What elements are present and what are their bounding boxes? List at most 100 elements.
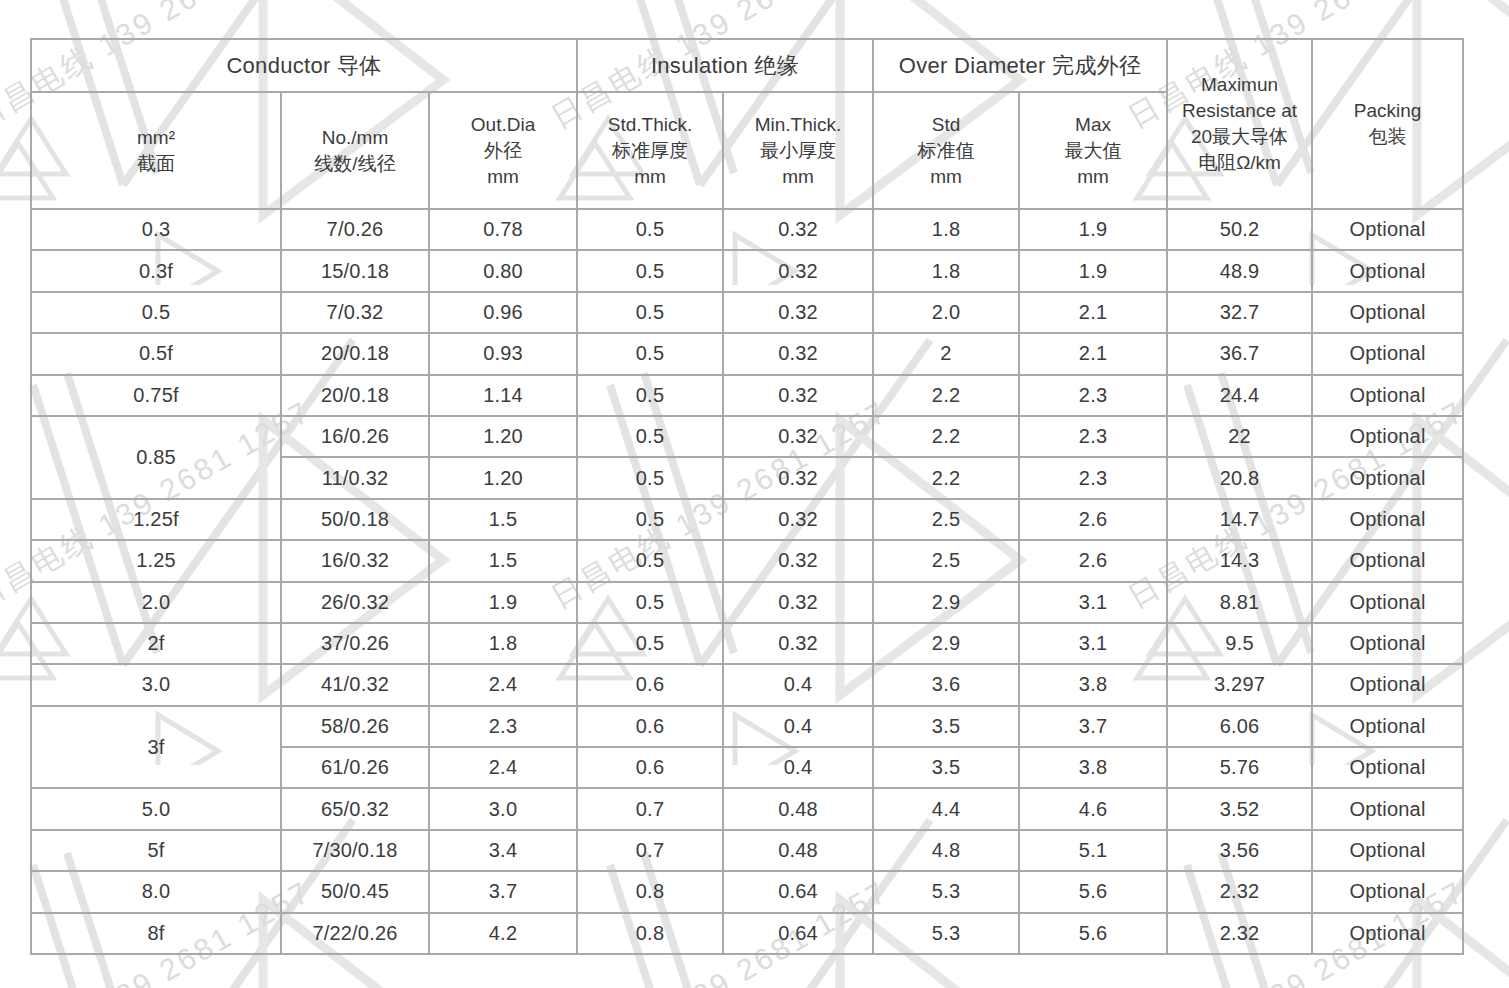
table-cell: 3.5 (873, 706, 1019, 747)
table-cell: 65/0.32 (281, 788, 429, 829)
table-cell: Optional (1312, 375, 1463, 416)
cell-size-mm2: 0.3 (31, 209, 281, 250)
table-cell: 0.4 (723, 664, 873, 705)
table-cell: 0.32 (723, 582, 873, 623)
table-cell: 2 (873, 333, 1019, 374)
table-cell: Optional (1312, 582, 1463, 623)
table-cell: Optional (1312, 913, 1463, 954)
table-cell: Optional (1312, 499, 1463, 540)
table-row: 5f7/30/0.183.40.70.484.85.13.56Optional (31, 830, 1463, 871)
table-row: 5.065/0.323.00.70.484.44.63.52Optional (31, 788, 1463, 829)
table-cell: 5.3 (873, 913, 1019, 954)
table-cell: 4.6 (1019, 788, 1167, 829)
table-cell: 5.3 (873, 871, 1019, 912)
table-cell: 1.20 (429, 416, 577, 457)
table-cell: 5.76 (1167, 747, 1312, 788)
table-cell: 7/30/0.18 (281, 830, 429, 871)
table-cell: 3.1 (1019, 623, 1167, 664)
table-cell: 11/0.32 (281, 457, 429, 498)
table-cell: 61/0.26 (281, 747, 429, 788)
cell-size-mm2: 0.3f (31, 250, 281, 291)
table-cell: 2.9 (873, 623, 1019, 664)
table-cell: 0.5 (577, 499, 723, 540)
table-cell: 0.32 (723, 623, 873, 664)
table-cell: 2.6 (1019, 540, 1167, 581)
table-cell: 0.5 (577, 209, 723, 250)
table-cell: 36.7 (1167, 333, 1312, 374)
cell-size-mm2: 3f (31, 706, 281, 789)
table-cell: 0.6 (577, 706, 723, 747)
table-cell: 9.5 (1167, 623, 1312, 664)
table-cell: 0.32 (723, 540, 873, 581)
table-cell: 2.2 (873, 375, 1019, 416)
table-cell: 2.3 (1019, 416, 1167, 457)
header-packing: Packing 包装 (1312, 39, 1463, 209)
cell-size-mm2: 8f (31, 913, 281, 954)
header-od-max: Max 最大值 mm (1019, 92, 1167, 209)
table-cell: 26/0.32 (281, 582, 429, 623)
table-cell: 41/0.32 (281, 664, 429, 705)
table-cell: 1.14 (429, 375, 577, 416)
table-cell: Optional (1312, 664, 1463, 705)
table-cell: Optional (1312, 250, 1463, 291)
table-cell: Optional (1312, 747, 1463, 788)
table-cell: 0.5 (577, 416, 723, 457)
table-cell: Optional (1312, 416, 1463, 457)
table-cell: 0.8 (577, 913, 723, 954)
table-cell: 0.96 (429, 292, 577, 333)
cell-size-mm2: 3.0 (31, 664, 281, 705)
table-cell: 20.8 (1167, 457, 1312, 498)
table-cell: 0.6 (577, 664, 723, 705)
table-cell: 1.9 (1019, 250, 1167, 291)
table-cell: 0.5 (577, 250, 723, 291)
table-cell: 0.64 (723, 871, 873, 912)
table-cell: 3.8 (1019, 747, 1167, 788)
table-cell: 2.4 (429, 747, 577, 788)
table-cell: Optional (1312, 871, 1463, 912)
table-cell: Optional (1312, 457, 1463, 498)
table-cell: 0.32 (723, 333, 873, 374)
header-insulation: Insulation 绝缘 (577, 39, 873, 92)
cell-size-mm2: 0.75f (31, 375, 281, 416)
header-od-std: Std 标准值 mm (873, 92, 1019, 209)
table-cell: 7/0.26 (281, 209, 429, 250)
table-cell: 5.6 (1019, 913, 1167, 954)
cell-size-mm2: 1.25f (31, 499, 281, 540)
cable-spec-table: Conductor 导体 Insulation 绝缘 Over Diameter… (30, 38, 1464, 955)
table-row: 2f37/0.261.80.50.322.93.19.5Optional (31, 623, 1463, 664)
table-cell: 32.7 (1167, 292, 1312, 333)
table-cell: 3.4 (429, 830, 577, 871)
table-cell: 0.5 (577, 540, 723, 581)
table-cell: 4.2 (429, 913, 577, 954)
table-cell: 5.1 (1019, 830, 1167, 871)
table-row: 3f58/0.262.30.60.43.53.76.06Optional (31, 706, 1463, 747)
header-conductor: Conductor 导体 (31, 39, 577, 92)
table-cell: 20/0.18 (281, 375, 429, 416)
table-cell: 0.80 (429, 250, 577, 291)
header-mm2: mm² 截面 (31, 92, 281, 209)
table-cell: 0.8 (577, 871, 723, 912)
table-cell: 2.1 (1019, 292, 1167, 333)
table-cell: 0.64 (723, 913, 873, 954)
header-out-dia: Out.Dia 外径 mm (429, 92, 577, 209)
table-cell: 3.6 (873, 664, 1019, 705)
table-cell: 3.7 (1019, 706, 1167, 747)
table-cell: 0.32 (723, 209, 873, 250)
table-cell: 0.78 (429, 209, 577, 250)
table-cell: 2.0 (873, 292, 1019, 333)
table-cell: 7/0.32 (281, 292, 429, 333)
header-min-thick: Min.Thick. 最小厚度 mm (723, 92, 873, 209)
table-cell: 1.9 (1019, 209, 1167, 250)
table-cell: 50/0.18 (281, 499, 429, 540)
table-cell: 2.3 (429, 706, 577, 747)
table-cell: 2.2 (873, 457, 1019, 498)
table-row: 1.25f50/0.181.50.50.322.52.614.7Optional (31, 499, 1463, 540)
table-row: 8f7/22/0.264.20.80.645.35.62.32Optional (31, 913, 1463, 954)
table-cell: 7/22/0.26 (281, 913, 429, 954)
table-cell: 0.5 (577, 375, 723, 416)
table-cell: 1.20 (429, 457, 577, 498)
table-cell: 4.8 (873, 830, 1019, 871)
header-no-mm: No./mm 线数/线径 (281, 92, 429, 209)
table-cell: 0.7 (577, 830, 723, 871)
table-cell: 2.5 (873, 499, 1019, 540)
